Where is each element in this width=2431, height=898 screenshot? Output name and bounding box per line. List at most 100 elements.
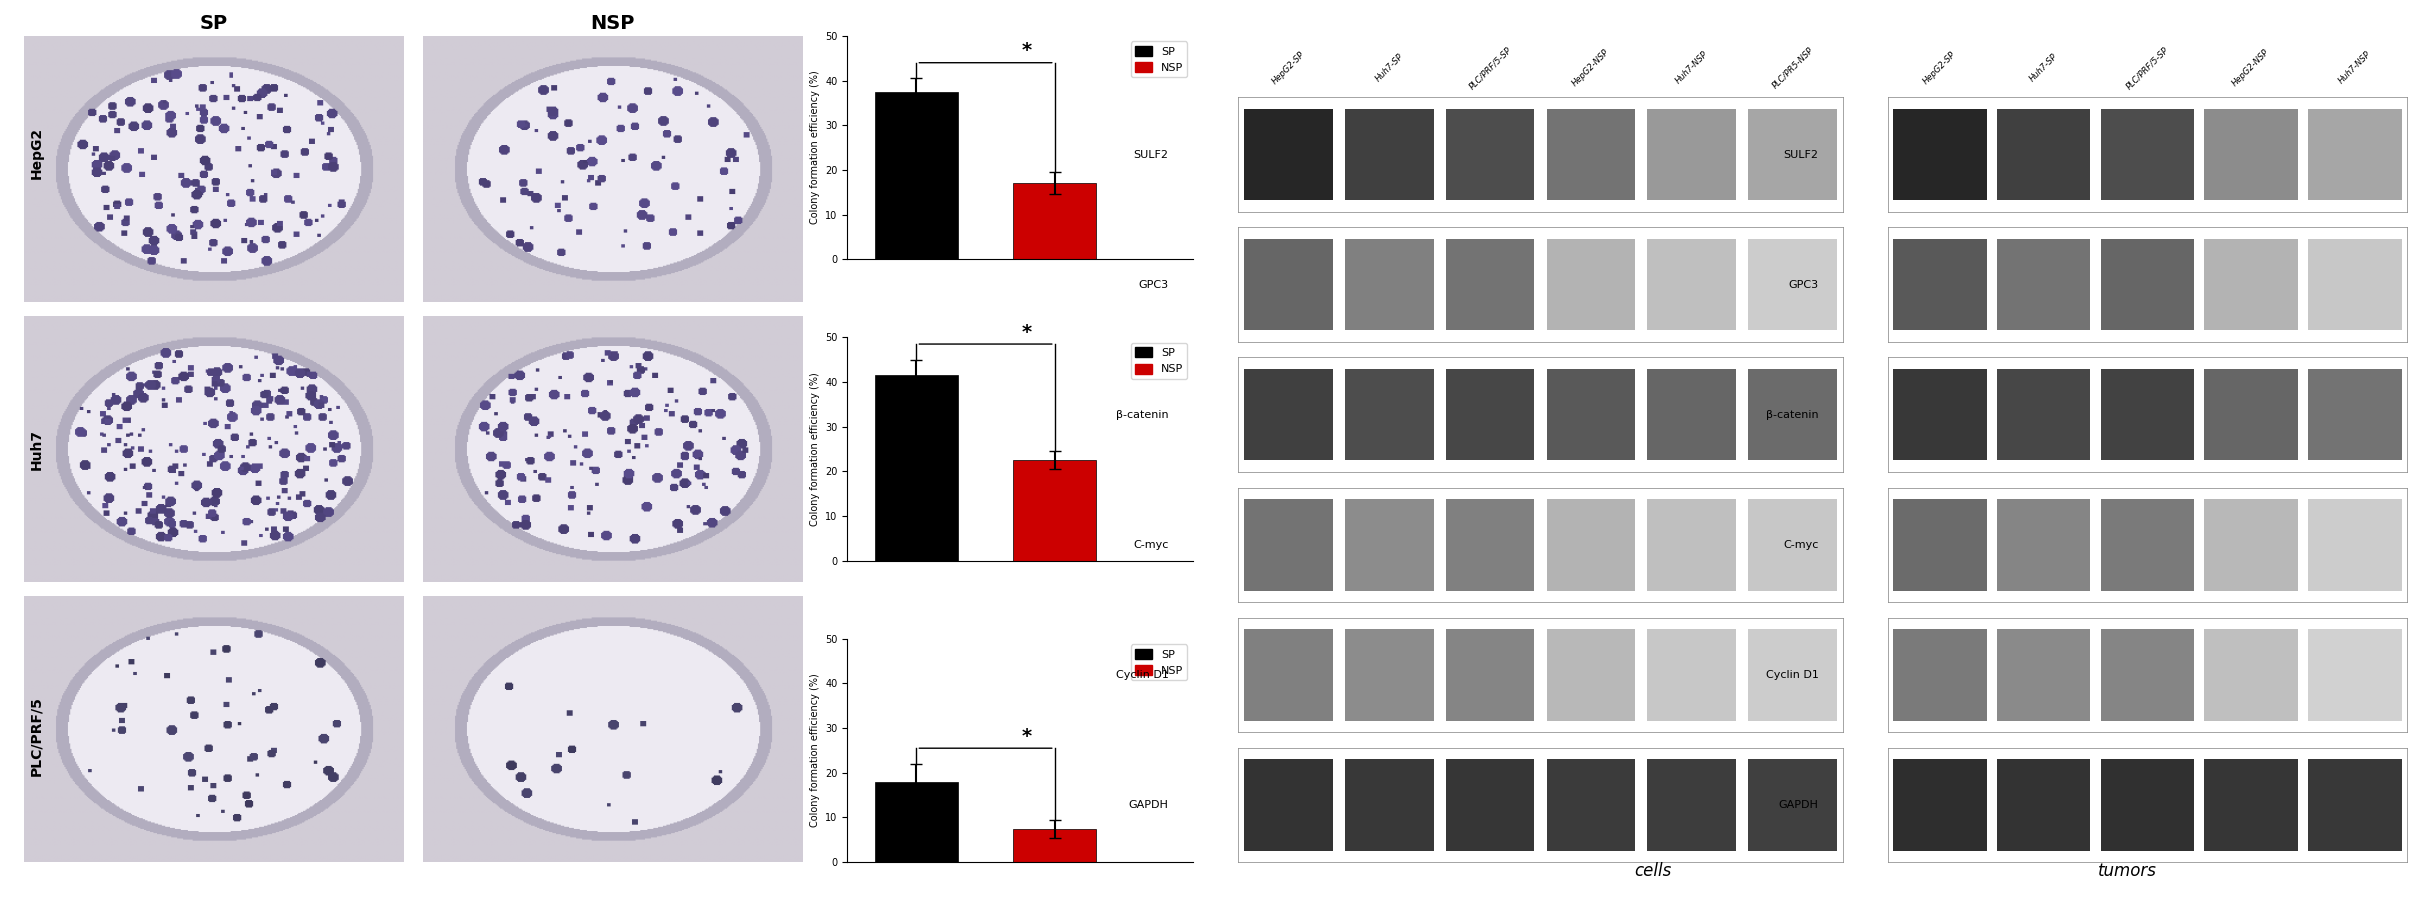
Bar	[1245, 239, 1332, 330]
Bar	[1996, 499, 2091, 591]
Text: PLC/PRF/5-SP: PLC/PRF/5-SP	[1468, 45, 1512, 91]
Bar	[1344, 759, 1434, 850]
Bar	[1546, 109, 1636, 200]
Bar	[1245, 759, 1332, 850]
Bar	[2205, 369, 2297, 461]
Bar	[1546, 759, 1636, 850]
Text: Huh7-NSP: Huh7-NSP	[2336, 50, 2373, 86]
Bar	[1748, 369, 1838, 461]
Bar	[1245, 109, 1332, 200]
Bar	[2100, 499, 2195, 591]
Bar	[1245, 369, 1332, 461]
Bar	[2205, 629, 2297, 720]
Y-axis label: β-catenin: β-catenin	[1116, 409, 1169, 419]
Y-axis label: C-myc: C-myc	[1133, 540, 1169, 550]
Title: SP: SP	[199, 14, 229, 33]
Bar	[1546, 499, 1636, 591]
Bar	[1648, 109, 1736, 200]
Bar	[1546, 369, 1636, 461]
Bar	[1748, 629, 1838, 720]
Y-axis label: Colony formation efficiency (%): Colony formation efficiency (%)	[810, 372, 819, 526]
Text: Huh7-SP: Huh7-SP	[2027, 52, 2059, 84]
Legend: SP, NSP: SP, NSP	[1130, 41, 1186, 77]
Bar	[1648, 499, 1736, 591]
Bar	[1446, 369, 1534, 461]
Text: HepG2-NSP: HepG2-NSP	[2232, 48, 2271, 88]
Bar	[2205, 499, 2297, 591]
Bar	[1446, 499, 1534, 591]
Text: Huh7-NSP: Huh7-NSP	[1675, 50, 1709, 86]
Bar	[1894, 499, 1986, 591]
Bar	[2307, 239, 2402, 330]
Y-axis label: C-myc: C-myc	[1784, 540, 1818, 550]
Bar	[1344, 629, 1434, 720]
Bar	[2205, 109, 2297, 200]
Text: *: *	[1021, 41, 1033, 60]
Bar	[1446, 629, 1534, 720]
Bar	[1344, 239, 1434, 330]
Text: cells: cells	[1634, 862, 1673, 880]
Bar	[2307, 629, 2402, 720]
Bar	[1748, 499, 1838, 591]
Legend: SP, NSP: SP, NSP	[1130, 343, 1186, 379]
Bar	[1648, 369, 1736, 461]
Text: HepG2-SP: HepG2-SP	[1271, 50, 1305, 86]
Bar	[1648, 239, 1736, 330]
Bar	[1245, 629, 1332, 720]
Bar	[1648, 759, 1736, 850]
Y-axis label: SULF2: SULF2	[1784, 150, 1818, 160]
Bar	[875, 92, 958, 260]
Bar	[1748, 109, 1838, 200]
Bar	[1648, 629, 1736, 720]
Bar	[1748, 239, 1838, 330]
Text: HepG2-SP: HepG2-SP	[1923, 50, 1957, 86]
Text: HepG2-NSP: HepG2-NSP	[1570, 48, 1612, 88]
Y-axis label: Cyclin D1: Cyclin D1	[1116, 670, 1169, 680]
Bar	[1894, 369, 1986, 461]
Y-axis label: GAPDH: GAPDH	[1779, 800, 1818, 810]
Text: tumors: tumors	[2098, 862, 2156, 880]
Bar	[2100, 369, 2195, 461]
Bar	[2100, 629, 2195, 720]
Bar	[1996, 369, 2091, 461]
Bar	[1996, 239, 2091, 330]
Text: PLC/PR5-NSP: PLC/PR5-NSP	[1770, 46, 1816, 91]
Bar	[1894, 239, 1986, 330]
Bar	[1446, 239, 1534, 330]
Y-axis label: Cyclin D1: Cyclin D1	[1765, 670, 1818, 680]
Bar	[1894, 109, 1986, 200]
Y-axis label: Colony formation efficiency (%): Colony formation efficiency (%)	[810, 71, 819, 224]
Title: NSP: NSP	[591, 14, 634, 33]
Bar	[2205, 239, 2297, 330]
Bar	[1546, 629, 1636, 720]
Bar	[2100, 239, 2195, 330]
Bar	[1446, 109, 1534, 200]
Y-axis label: Colony formation efficiency (%): Colony formation efficiency (%)	[810, 674, 819, 827]
Bar	[1894, 759, 1986, 850]
Bar	[2100, 759, 2195, 850]
Bar	[875, 375, 958, 560]
Bar	[1014, 460, 1096, 560]
Bar	[1546, 239, 1636, 330]
Bar	[1245, 499, 1332, 591]
Text: HepG2: HepG2	[29, 127, 44, 179]
Y-axis label: HepG2: HepG2	[0, 138, 17, 200]
Bar	[1446, 759, 1534, 850]
Bar	[1344, 109, 1434, 200]
Bar	[1344, 499, 1434, 591]
Bar	[1996, 629, 2091, 720]
Y-axis label: SULF2: SULF2	[1133, 150, 1169, 160]
Bar	[2307, 109, 2402, 200]
Bar	[1014, 829, 1096, 862]
Bar	[2307, 499, 2402, 591]
Bar	[1894, 629, 1986, 720]
Bar	[1014, 183, 1096, 260]
Bar	[2205, 759, 2297, 850]
Y-axis label: β-catenin: β-catenin	[1765, 409, 1818, 419]
Bar	[2307, 369, 2402, 461]
Bar	[875, 781, 958, 862]
Bar	[1748, 759, 1838, 850]
Bar	[1996, 109, 2091, 200]
Text: *: *	[1021, 727, 1033, 746]
Text: PLC/PRF/5: PLC/PRF/5	[29, 697, 44, 776]
